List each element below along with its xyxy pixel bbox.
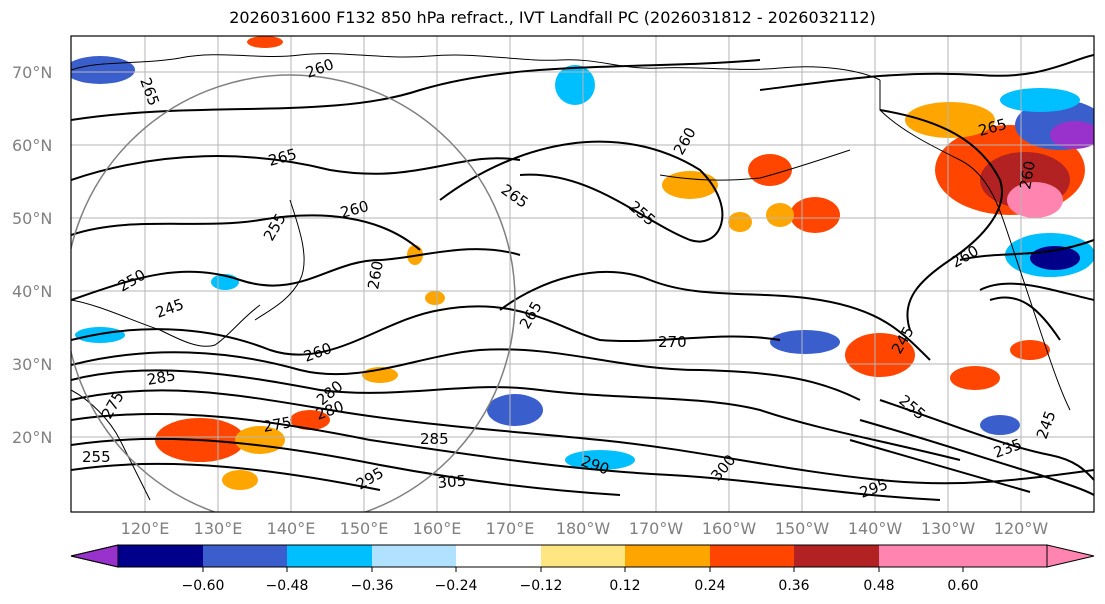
shade-central-neg: [770, 330, 840, 354]
colorbar-tick-label: 0.12: [609, 578, 640, 594]
lon-label: 170°E: [486, 519, 535, 538]
contour-label: 275: [262, 413, 293, 436]
latitude-labels: 70°N 60°N 50°N 40°N 30°N 20°N: [12, 63, 52, 447]
shade-wp-pos-8: [247, 36, 283, 48]
shade-aleutian-3: [790, 197, 840, 233]
lon-label: 120°W: [994, 519, 1049, 538]
shade-aleutian-2: [748, 154, 792, 186]
search-radius-circle: [71, 74, 516, 512]
lat-label: 30°N: [12, 355, 52, 374]
lon-label: 180°W: [556, 519, 611, 538]
shade-wp-pos-7: [425, 291, 445, 305]
graticule: [71, 36, 1094, 512]
lat-label: 20°N: [12, 428, 52, 447]
shade-central-neg-2: [487, 394, 543, 426]
colorbar-segment: [287, 545, 372, 567]
colorbar-tick-label: −0.24: [435, 578, 478, 594]
lon-label: 150°E: [340, 519, 389, 538]
colorbar-tick-label: −0.48: [266, 578, 309, 594]
colorbar-tick-label: 0.24: [694, 578, 725, 594]
shade-central-neg-4: [980, 415, 1020, 435]
colorbar-extend-right: [963, 545, 1094, 567]
contour-label: 270: [658, 333, 687, 351]
shade-wp-pos-3: [290, 410, 330, 430]
colorbar-segment: [710, 545, 794, 567]
lon-label: 130°W: [921, 519, 976, 538]
colorbar-tick-label: 0.36: [778, 578, 809, 594]
shade-arctic-neg: [555, 65, 595, 105]
shade-aleutian-4: [766, 203, 794, 227]
colorbar-extend-left: [70, 544, 119, 568]
lat-label: 50°N: [12, 209, 52, 228]
shade-wp-neg: [75, 327, 125, 343]
shade-aleutian-1: [662, 171, 718, 199]
lon-label: 130°E: [194, 519, 243, 538]
colorbar: −0.60 −0.48 −0.36 −0.24 −0.12 0.12 0.24 …: [70, 544, 1095, 594]
shade-central-pos: [845, 333, 915, 377]
colorbar-segment: [203, 545, 287, 567]
colorbar-tick-label: −0.36: [351, 578, 394, 594]
contour-label: 260: [1016, 159, 1039, 190]
map-frame: [70, 35, 1095, 513]
colorbar-segment: [625, 545, 710, 567]
shade-negative-ne-core: [1050, 121, 1094, 149]
shade-nw-neg: [71, 56, 135, 84]
coastlines: [71, 53, 1071, 501]
lon-label: 140°W: [848, 519, 903, 538]
lon-label: 170°W: [629, 519, 684, 538]
lat-label: 40°N: [12, 282, 52, 301]
colorbar-tick-label: 0.60: [947, 578, 978, 594]
shade-central-pos-2: [950, 366, 1000, 390]
colorbar-ticks: [202, 567, 964, 572]
colorbar-segment: [794, 545, 879, 567]
colorbar-segment: [879, 545, 963, 567]
colorbar-segment: [541, 545, 625, 567]
lon-label: 150°W: [775, 519, 830, 538]
lon-label: 120°E: [121, 519, 170, 538]
contour-label: 255: [82, 448, 111, 466]
shade-wp-pos-4: [222, 470, 258, 490]
map-title: 2026031600 F132 850 hPa refract., IVT La…: [229, 8, 876, 27]
colorbar-tick-label: 0.48: [863, 578, 894, 594]
contour-label: 260: [364, 259, 387, 290]
colorbar-segment: [118, 545, 203, 567]
longitude-labels: 120°E 130°E 140°E 150°E 160°E 170°E 180°…: [121, 519, 1049, 538]
shade-aleutian-5: [728, 212, 752, 232]
lat-label: 70°N: [12, 63, 52, 82]
refractivity-contours: [71, 54, 1094, 501]
lon-label: 140°E: [267, 519, 316, 538]
contour-label: 305: [437, 472, 467, 492]
colorbar-tick-label: −0.12: [520, 578, 563, 594]
colorbar-segment: [372, 545, 456, 567]
ivt-shading: [71, 36, 1094, 490]
lat-label: 60°N: [12, 136, 52, 155]
shade-orange-ring: [905, 102, 995, 138]
contour-label: 285: [146, 366, 177, 389]
colorbar-tick-label: −0.60: [182, 578, 225, 594]
contour-label: 285: [420, 430, 449, 448]
colorbar-segment: [456, 545, 541, 567]
lon-label: 160°W: [702, 519, 757, 538]
shade-central-pos-3: [1010, 340, 1050, 360]
shade-negative-light: [1000, 88, 1080, 112]
lon-label: 160°E: [413, 519, 462, 538]
